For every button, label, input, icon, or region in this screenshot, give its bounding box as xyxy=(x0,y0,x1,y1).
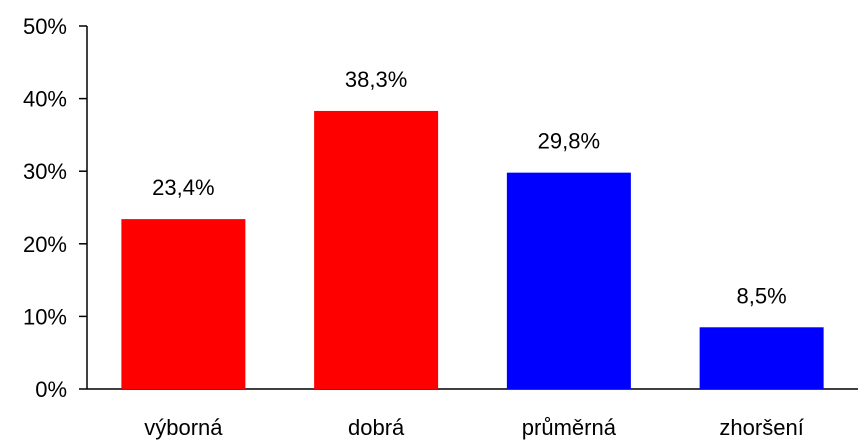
y-axis: 0% 10% 20% 30% 40% 50% xyxy=(23,14,88,402)
category-label: zhoršení xyxy=(719,415,803,440)
y-tick-label: 30% xyxy=(23,159,67,184)
y-tick-label: 0% xyxy=(35,377,67,402)
y-tick-label: 10% xyxy=(23,304,67,329)
category-label: dobrá xyxy=(348,415,405,440)
bars xyxy=(121,110,824,389)
data-label: 8,5% xyxy=(737,283,787,308)
data-labels: 23,4% 38,3% 29,8% 8,5% xyxy=(152,67,787,308)
category-labels: výborná dobrá průměrná zhoršení xyxy=(144,415,804,440)
bar xyxy=(506,172,631,389)
y-tick-label: 40% xyxy=(23,87,67,112)
bar xyxy=(121,219,246,389)
y-tick-label: 20% xyxy=(23,232,67,257)
bar xyxy=(699,327,824,389)
data-label: 23,4% xyxy=(152,175,214,200)
category-label: průměrná xyxy=(522,415,617,440)
y-tick-label: 50% xyxy=(23,14,67,39)
category-label: výborná xyxy=(144,415,223,440)
data-label: 29,8% xyxy=(538,129,600,154)
data-label: 38,3% xyxy=(345,67,407,92)
bar xyxy=(314,110,439,389)
